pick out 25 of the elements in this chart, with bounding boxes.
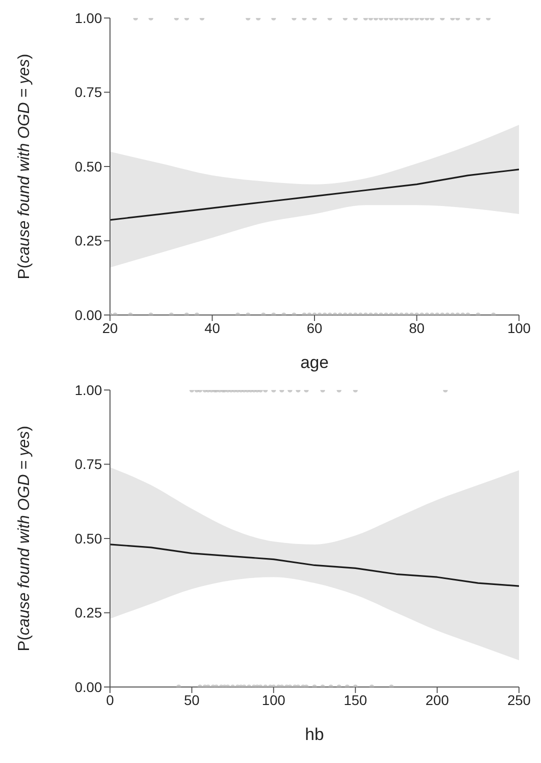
x-tick-label: 200 (426, 692, 450, 708)
x-tick-label: 40 (204, 320, 220, 336)
x-axis-title: hb (305, 725, 324, 744)
y-tick-label: 0.75 (74, 84, 102, 100)
y-axis-title: P(cause found with OGD = yes) (16, 426, 32, 652)
y-tick-label: 1.00 (74, 10, 102, 26)
y-tick-label: 0.25 (74, 232, 102, 249)
x-tick-label: 0 (106, 692, 114, 708)
x-tick-label: 60 (306, 320, 322, 336)
y-tick-label: 0.75 (74, 456, 102, 472)
y-axis-title: P(cause found with OGD = yes) (16, 54, 32, 280)
x-tick-label: 150 (344, 692, 368, 708)
y-tick-label: 0.50 (74, 158, 102, 174)
y-tick-label: 1.00 (74, 382, 102, 398)
x-tick-label: 80 (408, 320, 425, 336)
x-tick-label: 50 (184, 692, 200, 708)
y-tick-label: 0.50 (74, 530, 102, 546)
x-axis-title: age (300, 353, 329, 372)
x-tick-label: 100 (262, 692, 286, 708)
y-tick-label: 0.25 (74, 604, 102, 621)
x-tick-label: 100 (507, 320, 531, 336)
y-tick-label: 0.00 (74, 678, 102, 695)
x-tick-label: 250 (507, 692, 531, 708)
y-tick-label: 0.00 (74, 306, 102, 323)
x-tick-label: 20 (102, 320, 118, 336)
